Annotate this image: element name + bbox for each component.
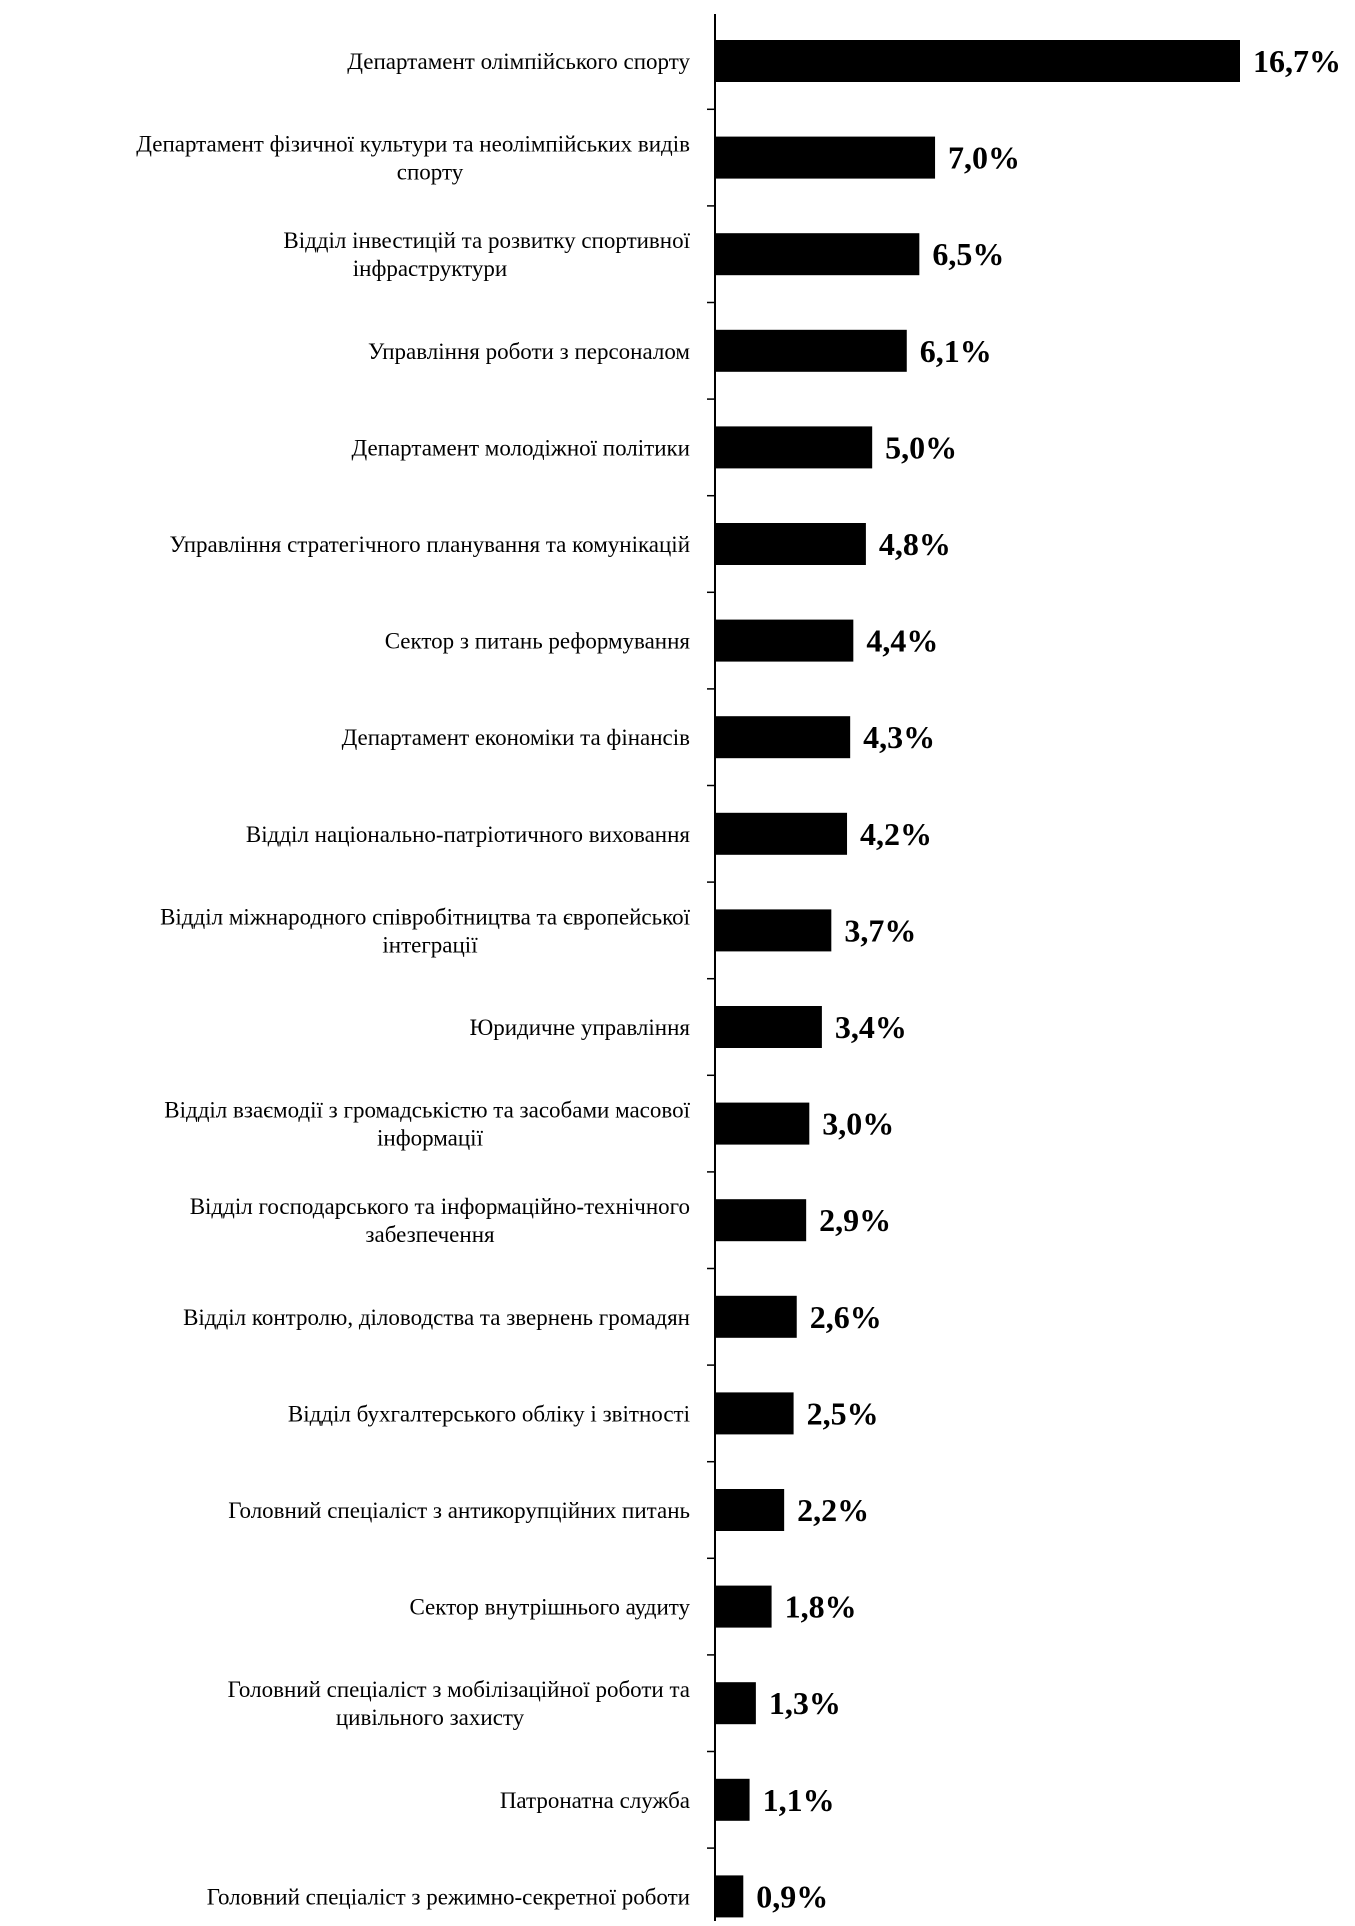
category-label: цивільного захисту	[336, 1705, 525, 1730]
category-label: Сектор з питань реформування	[385, 629, 691, 654]
category-label: Відділ контролю, діловодства та звернень…	[183, 1305, 690, 1330]
category-label: Відділ інвестицій та розвитку спортивної	[283, 228, 690, 253]
data-label: 7,0%	[948, 140, 1020, 176]
bar	[715, 1585, 772, 1628]
category-label: Відділ господарського та інформаційно-те…	[190, 1194, 690, 1219]
category-label: Департамент економіки та фінансів	[342, 725, 691, 750]
data-label: 2,9%	[819, 1202, 891, 1238]
category-label: Сектор внутрішнього аудиту	[409, 1595, 690, 1620]
data-label: 4,3%	[863, 719, 935, 755]
category-label: інфраструктури	[353, 256, 507, 281]
bar-layer	[715, 40, 1240, 1918]
category-label: Департамент олімпійського спорту	[347, 49, 690, 74]
data-label: 1,1%	[763, 1782, 835, 1818]
category-label: Головний спеціаліст з антикорупційних пи…	[228, 1498, 690, 1523]
data-label: 3,0%	[822, 1106, 894, 1142]
category-label: Патронатна служба	[500, 1788, 690, 1813]
bar	[715, 1006, 822, 1048]
data-label: 3,4%	[835, 1009, 907, 1045]
category-label: Відділ міжнародного співробітництва та є…	[160, 904, 691, 929]
data-label: 16,7%	[1253, 43, 1341, 79]
bar	[715, 233, 920, 276]
bar	[715, 1392, 794, 1435]
category-label: Юридичне управління	[470, 1015, 691, 1040]
bar	[715, 426, 873, 469]
data-label: 4,8%	[879, 526, 951, 562]
category-label: Головний спеціаліст з режимно-секретної …	[207, 1884, 690, 1909]
data-label: 3,7%	[844, 912, 916, 948]
bar	[715, 329, 907, 372]
category-label: Відділ бухгалтерського обліку і звітност…	[288, 1401, 690, 1426]
category-label: Департамент фізичної культури та неолімп…	[136, 132, 690, 157]
category-label: інформації	[377, 1126, 484, 1151]
bar	[715, 812, 848, 855]
bar	[715, 1102, 810, 1145]
data-label: 4,4%	[866, 623, 938, 659]
category-label: Відділ національно-патріотичного вихован…	[246, 822, 690, 847]
bar	[715, 136, 936, 179]
axis-layer	[707, 14, 716, 1921]
data-label: 0,9%	[756, 1878, 828, 1914]
category-label: Департамент молодіжної політики	[351, 435, 690, 460]
data-label: 6,1%	[920, 333, 992, 369]
bar	[715, 1682, 756, 1725]
data-label: 2,2%	[797, 1492, 869, 1528]
bar	[715, 1778, 750, 1821]
bar	[715, 1489, 785, 1531]
bar	[715, 619, 854, 662]
bar	[715, 40, 1240, 82]
data-label: 4,2%	[860, 816, 932, 852]
category-label: Управління стратегічного планування та к…	[169, 532, 690, 557]
bar	[715, 1199, 807, 1242]
bar	[715, 1875, 744, 1918]
data-label: 5,0%	[885, 429, 957, 465]
bar	[715, 1295, 797, 1338]
data-label: 1,3%	[769, 1685, 841, 1721]
category-label: інтеграції	[382, 932, 478, 957]
data-label: 2,6%	[810, 1299, 882, 1335]
bar	[715, 523, 866, 565]
bar	[715, 716, 851, 759]
bar	[715, 909, 832, 952]
category-label: Відділ взаємодії з громадськістю та засо…	[164, 1098, 690, 1123]
category-label: забезпечення	[365, 1222, 495, 1247]
category-label: Управління роботи з персоналом	[368, 339, 690, 364]
label-layer: 16,7% Департамент олімпійського спорту 7,0…	[136, 43, 1341, 1914]
data-label: 2,5%	[807, 1395, 879, 1431]
category-label: спорту	[397, 160, 464, 185]
data-label: 6,5%	[932, 236, 1004, 272]
data-label: 1,8%	[785, 1589, 857, 1625]
category-label: Головний спеціаліст з мобілізаційної роб…	[228, 1677, 690, 1702]
